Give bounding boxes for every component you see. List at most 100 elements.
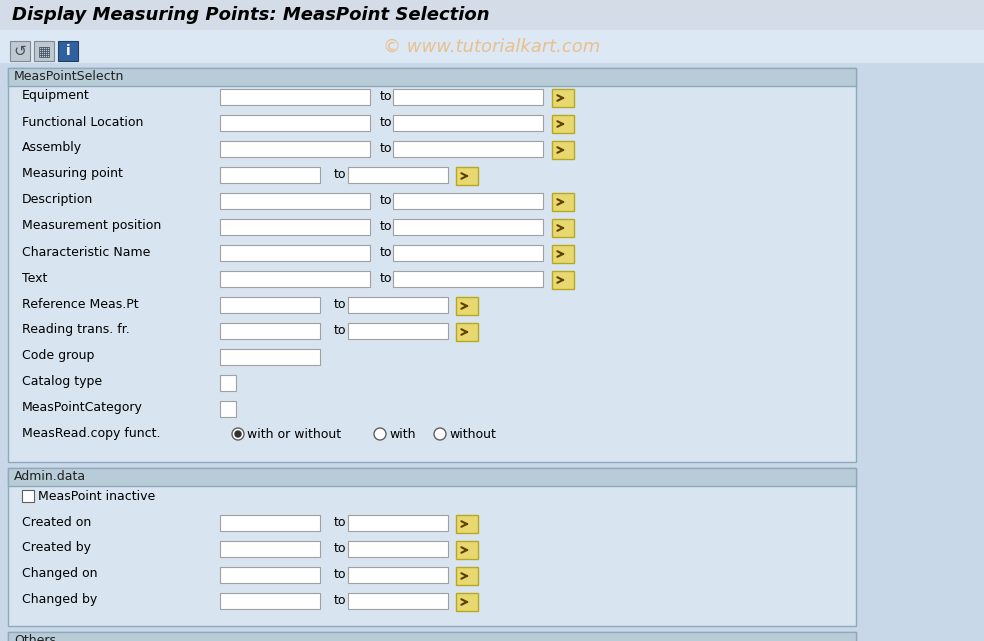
Bar (393, 141, 543, 157)
Bar (8, 632, 856, 641)
Bar (348, 167, 448, 183)
Bar (348, 323, 448, 339)
Bar (220, 271, 370, 287)
Text: © www.tutorialkart.com: © www.tutorialkart.com (384, 38, 600, 56)
Bar (393, 89, 543, 105)
Text: Catalog type: Catalog type (22, 376, 102, 388)
Bar (348, 593, 448, 609)
Text: Display Measuring Points: MeasPoint Selection: Display Measuring Points: MeasPoint Sele… (12, 6, 490, 24)
Text: to: to (380, 272, 393, 285)
Bar (552, 193, 574, 211)
Circle shape (434, 428, 446, 440)
Bar (348, 297, 448, 313)
Bar (220, 401, 236, 417)
Text: to: to (380, 142, 393, 154)
Text: MeasRead.copy funct.: MeasRead.copy funct. (22, 428, 160, 440)
Bar (0, 30, 984, 63)
Bar (456, 297, 478, 315)
Text: Created on: Created on (22, 515, 92, 528)
Bar (348, 515, 448, 531)
Bar (8, 68, 856, 462)
Text: Admin.data: Admin.data (14, 470, 87, 483)
Text: Changed by: Changed by (22, 594, 97, 606)
Text: MeasPoint inactive: MeasPoint inactive (38, 490, 155, 503)
Text: Measurement position: Measurement position (22, 219, 161, 233)
Bar (456, 541, 478, 559)
Bar (552, 219, 574, 237)
Bar (220, 115, 370, 131)
Circle shape (232, 428, 244, 440)
Bar (456, 323, 478, 341)
Circle shape (374, 428, 386, 440)
Text: to: to (380, 246, 393, 258)
Text: Reading trans. fr.: Reading trans. fr. (22, 324, 130, 337)
Text: to: to (380, 115, 393, 128)
Bar (8, 468, 856, 626)
Bar (456, 515, 478, 533)
Text: Assembly: Assembly (22, 142, 82, 154)
Bar (348, 567, 448, 583)
Bar (220, 515, 320, 531)
Bar (8, 632, 856, 641)
Bar (348, 541, 448, 557)
Text: with or without: with or without (247, 428, 341, 440)
Bar (8, 468, 856, 486)
Text: Code group: Code group (22, 349, 94, 363)
Bar (220, 593, 320, 609)
Circle shape (235, 431, 241, 437)
Text: Changed on: Changed on (22, 567, 97, 581)
Text: to: to (334, 515, 346, 528)
Bar (456, 167, 478, 185)
Bar (220, 541, 320, 557)
Text: to: to (334, 167, 346, 181)
Text: Equipment: Equipment (22, 90, 90, 103)
Text: ▦: ▦ (37, 44, 50, 58)
Bar (393, 115, 543, 131)
Bar (552, 89, 574, 107)
Bar (393, 271, 543, 287)
Bar (34, 41, 54, 61)
Text: to: to (380, 194, 393, 206)
Text: ↺: ↺ (14, 44, 27, 58)
Text: Functional Location: Functional Location (22, 115, 144, 128)
Text: Measuring point: Measuring point (22, 167, 123, 181)
Text: MeasPointSelectn: MeasPointSelectn (14, 71, 124, 83)
Bar (393, 219, 543, 235)
Text: to: to (334, 542, 346, 554)
Text: to: to (380, 219, 393, 233)
Bar (552, 245, 574, 263)
Text: Reference Meas.Pt: Reference Meas.Pt (22, 297, 139, 310)
Bar (8, 68, 856, 86)
Bar (220, 297, 320, 313)
Text: Text: Text (22, 272, 47, 285)
Bar (456, 593, 478, 611)
Bar (10, 41, 30, 61)
Bar (220, 219, 370, 235)
Bar (393, 245, 543, 261)
Bar (220, 89, 370, 105)
Bar (393, 193, 543, 209)
Bar (220, 167, 320, 183)
Bar (220, 567, 320, 583)
Bar (220, 323, 320, 339)
Text: i: i (66, 44, 70, 58)
Text: MeasPointCategory: MeasPointCategory (22, 401, 143, 415)
Bar (22, 490, 34, 502)
Text: Characteristic Name: Characteristic Name (22, 246, 151, 258)
Bar (220, 245, 370, 261)
Bar (0, 0, 984, 30)
Bar (58, 41, 78, 61)
Bar (552, 141, 574, 159)
Text: to: to (334, 324, 346, 337)
Text: with: with (389, 428, 415, 440)
Text: without: without (449, 428, 496, 440)
Bar (456, 567, 478, 585)
Text: Created by: Created by (22, 542, 91, 554)
Text: Others: Others (14, 635, 56, 641)
Text: to: to (334, 297, 346, 310)
Text: to: to (334, 594, 346, 606)
Bar (220, 193, 370, 209)
Bar (552, 115, 574, 133)
Text: Description: Description (22, 194, 93, 206)
Bar (552, 271, 574, 289)
